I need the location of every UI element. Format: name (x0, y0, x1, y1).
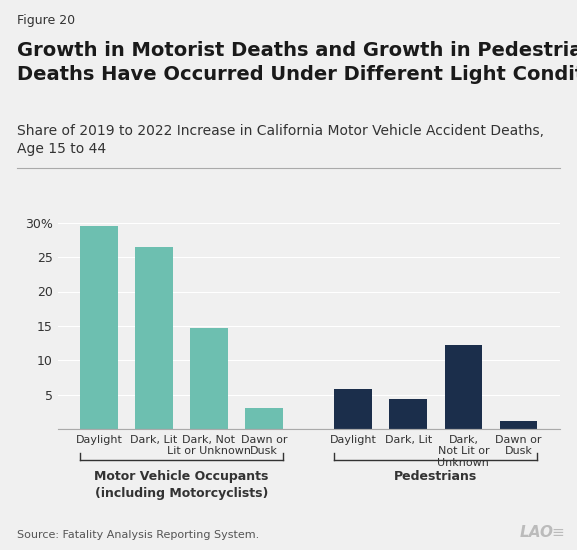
Text: Pedestrians: Pedestrians (394, 470, 478, 483)
Bar (335, 389, 372, 429)
Text: ≡: ≡ (551, 525, 564, 540)
Bar (500, 421, 537, 429)
Bar (444, 345, 482, 429)
Text: Share of 2019 to 2022 Increase in California Motor Vehicle Accident Deaths,
Age : Share of 2019 to 2022 Increase in Califo… (17, 124, 544, 156)
Bar (389, 399, 428, 429)
Bar (80, 226, 118, 429)
Text: Source: Fatality Analysis Reporting System.: Source: Fatality Analysis Reporting Syst… (17, 530, 260, 540)
Bar (190, 328, 228, 429)
Bar (245, 408, 283, 429)
Text: Motor Vehicle Occupants
(including Motorcyclists): Motor Vehicle Occupants (including Motor… (94, 470, 269, 500)
Text: Figure 20: Figure 20 (17, 14, 76, 27)
Bar (135, 247, 173, 429)
Text: LAO: LAO (519, 525, 553, 540)
Text: Growth in Motorist Deaths and Growth in Pedestrian
Deaths Have Occurred Under Di: Growth in Motorist Deaths and Growth in … (17, 41, 577, 84)
